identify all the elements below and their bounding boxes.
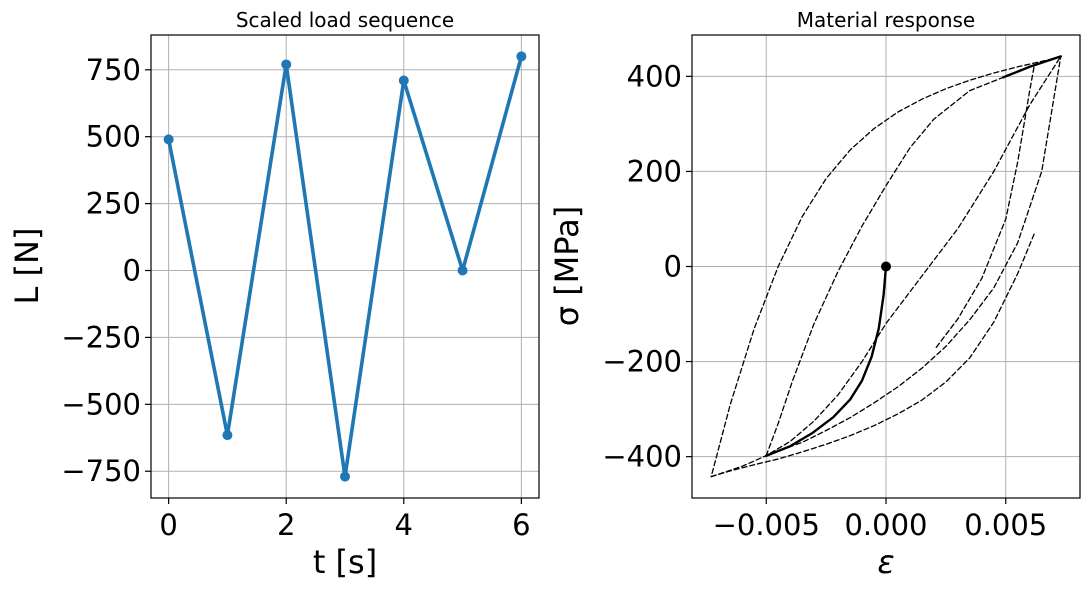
origin-marker — [881, 261, 891, 272]
hysteresis-dashed-curve — [710, 55, 1062, 478]
load-point — [457, 265, 468, 276]
response-solid-curve — [765, 265, 888, 457]
load-axes-frame — [150, 34, 540, 499]
response-x-axis-label: ε — [877, 543, 894, 581]
x-tick-label: 4 — [395, 508, 413, 542]
load-sequence-panel: 0 2 4 6 750 500 250 0 −250 −500 −750 Scaled load s… — [8, 8, 540, 581]
load-ticks: 0 2 4 6 750 500 250 0 −250 −500 −750 — [61, 53, 530, 542]
y-tick-label: −200 — [602, 345, 682, 379]
hysteresis-dashed-curve — [710, 232, 1036, 478]
load-line — [166, 54, 524, 479]
y-tick-label: 250 — [86, 187, 141, 221]
x-tick-label: 6 — [512, 508, 530, 542]
load-point — [516, 51, 527, 62]
load-point — [281, 59, 292, 70]
load-chart-title: Scaled load sequence — [236, 8, 454, 32]
response-series — [710, 55, 1063, 478]
load-point — [163, 134, 174, 145]
y-tick-label: 500 — [86, 120, 141, 154]
hysteresis-dashed-curve — [765, 55, 1062, 457]
x-tick-label: 2 — [277, 508, 295, 542]
y-tick-label: 400 — [627, 59, 682, 93]
y-tick-label: 200 — [627, 154, 682, 188]
x-tick-label: 0 — [159, 508, 177, 542]
load-point — [340, 471, 350, 482]
y-tick-label: 0 — [664, 250, 682, 284]
x-tick-label: 0.000 — [844, 508, 927, 542]
material-response-panel: −0.005 0.000 0.005 400 200 0 −200 −400 Material… — [548, 8, 1081, 581]
x-tick-label: 0.005 — [964, 508, 1047, 542]
load-y-axis-label: L [N] — [8, 228, 46, 305]
hysteresis-dashed-curve — [710, 55, 1062, 478]
y-tick-label: −500 — [61, 387, 141, 421]
y-tick-label: −400 — [602, 440, 682, 474]
response-y-axis-label: σ [MPa] — [548, 206, 586, 327]
load-point — [398, 75, 409, 86]
load-x-axis-label: t [s] — [313, 543, 377, 581]
x-tick-label: −0.005 — [713, 508, 820, 542]
y-tick-label: 0 — [123, 254, 141, 288]
load-point — [222, 430, 233, 441]
load-grid — [151, 35, 539, 498]
y-tick-label: 750 — [86, 53, 141, 87]
y-tick-label: −750 — [61, 454, 141, 488]
hysteresis-dashed-curve — [765, 76, 1005, 457]
response-ticks: −0.005 0.000 0.005 400 200 0 −200 −400 — [602, 59, 1047, 542]
response-chart-title: Material response — [797, 8, 975, 32]
y-tick-label: −250 — [61, 320, 141, 354]
load-series — [163, 51, 527, 482]
response-solid-curve — [1002, 55, 1063, 79]
hysteresis-dashed-curve — [935, 63, 1036, 348]
